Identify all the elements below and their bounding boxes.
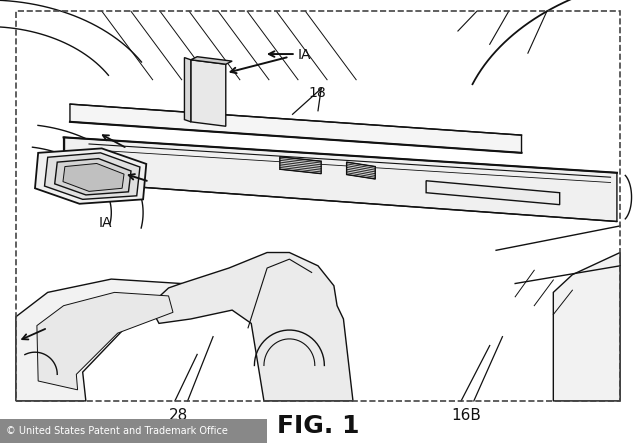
Text: IA: IA — [99, 216, 112, 230]
Polygon shape — [347, 162, 375, 179]
Polygon shape — [191, 57, 232, 64]
Polygon shape — [45, 153, 140, 199]
Bar — [0, 419, 267, 443]
Polygon shape — [37, 292, 173, 390]
Polygon shape — [191, 60, 226, 126]
Polygon shape — [553, 253, 620, 401]
Polygon shape — [55, 159, 131, 195]
Polygon shape — [16, 11, 620, 401]
Text: 16B: 16B — [452, 408, 481, 423]
Polygon shape — [280, 157, 321, 174]
Text: IA: IA — [298, 48, 311, 62]
Polygon shape — [35, 148, 146, 204]
Text: FIG. 1: FIG. 1 — [277, 414, 359, 438]
Polygon shape — [16, 279, 188, 401]
Polygon shape — [70, 104, 522, 153]
Text: 28: 28 — [169, 408, 188, 423]
Text: 18: 18 — [308, 86, 326, 100]
Polygon shape — [184, 58, 191, 122]
Polygon shape — [426, 181, 560, 205]
Polygon shape — [64, 137, 617, 222]
Text: © United States Patent and Trademark Office: © United States Patent and Trademark Off… — [6, 426, 228, 435]
Polygon shape — [149, 253, 353, 401]
Polygon shape — [63, 163, 124, 191]
